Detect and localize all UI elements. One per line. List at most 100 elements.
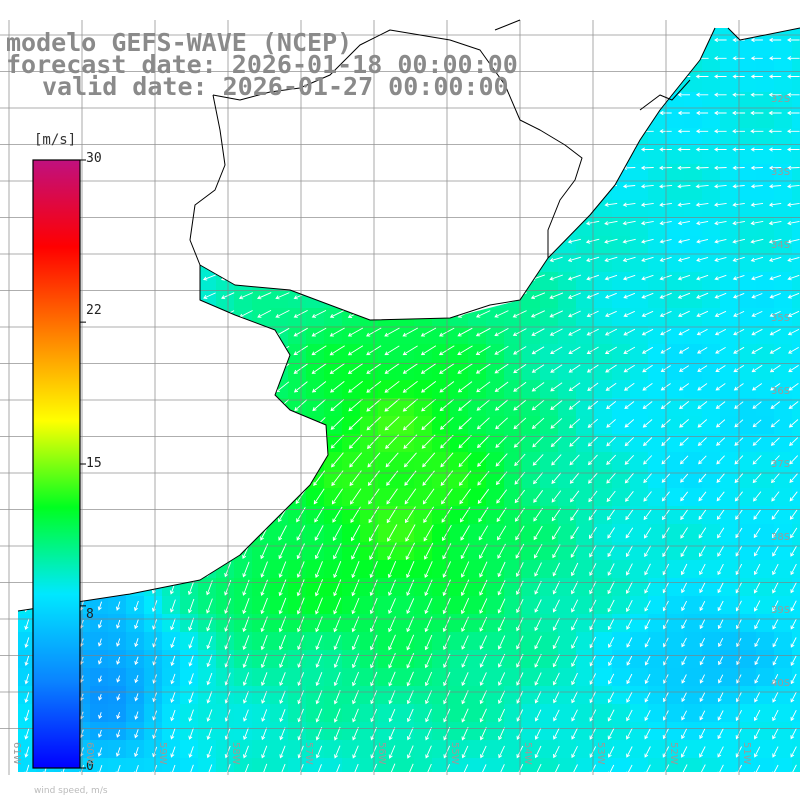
wind-arrow bbox=[402, 274, 418, 281]
wind-cell bbox=[684, 596, 702, 614]
wind-arrow bbox=[257, 309, 272, 318]
wind-cell bbox=[486, 362, 504, 380]
wind-cell bbox=[648, 704, 666, 722]
wind-arrow bbox=[677, 129, 690, 134]
wind-arrow bbox=[115, 526, 122, 540]
wind-arrow bbox=[385, 110, 399, 116]
wind-arrow bbox=[406, 745, 414, 759]
wind-arrow bbox=[184, 165, 198, 170]
wind-cell bbox=[648, 326, 666, 344]
wind-cell bbox=[576, 128, 594, 146]
wind-cell bbox=[576, 776, 594, 794]
wind-cell bbox=[216, 740, 234, 758]
wind-arrow bbox=[458, 399, 472, 411]
wind-arrow bbox=[640, 220, 654, 226]
wind-cell bbox=[540, 92, 558, 110]
wind-cell bbox=[252, 488, 270, 506]
wind-cell bbox=[612, 614, 630, 632]
wind-cell bbox=[414, 290, 432, 308]
wind-arrow bbox=[384, 184, 400, 189]
wind-cell bbox=[144, 686, 162, 704]
wind-arrow bbox=[425, 745, 432, 759]
wind-arrow bbox=[112, 238, 125, 244]
wind-arrow bbox=[311, 292, 327, 300]
wind-cell bbox=[522, 74, 540, 92]
wind-arrow bbox=[604, 274, 618, 281]
wind-cell bbox=[306, 326, 324, 344]
wind-cell bbox=[234, 146, 252, 164]
wind-arrow bbox=[768, 202, 782, 207]
wind-arrow bbox=[696, 292, 709, 299]
wind-cell bbox=[486, 398, 504, 416]
wind-cell bbox=[756, 218, 774, 236]
wind-arrow bbox=[130, 274, 143, 281]
wind-arrow bbox=[623, 382, 635, 391]
wind-cell bbox=[288, 506, 306, 524]
wind-cell bbox=[648, 236, 666, 254]
wind-cell bbox=[216, 686, 234, 704]
wind-arrow bbox=[388, 690, 396, 705]
wind-cell bbox=[270, 110, 288, 128]
wind-arrow bbox=[790, 746, 797, 758]
wind-cell bbox=[648, 596, 666, 614]
wind-cell bbox=[486, 560, 504, 578]
wind-cell bbox=[630, 506, 648, 524]
wind-cell bbox=[720, 506, 738, 524]
wind-arrow bbox=[550, 346, 563, 355]
wind-arrow bbox=[768, 37, 782, 43]
wind-arrow bbox=[604, 147, 618, 152]
wind-cell bbox=[540, 308, 558, 326]
wind-arrow bbox=[23, 509, 31, 521]
wind-cell bbox=[522, 740, 540, 758]
wind-cell bbox=[540, 722, 558, 740]
wind-cell bbox=[468, 722, 486, 740]
wind-cell bbox=[630, 290, 648, 308]
wind-arrow bbox=[697, 383, 708, 391]
wind-arrow bbox=[788, 365, 799, 373]
wind-cell bbox=[612, 362, 630, 380]
wind-arrow bbox=[420, 274, 437, 281]
wind-cell bbox=[648, 650, 666, 668]
wind-cell bbox=[774, 146, 792, 164]
wind-arrow bbox=[24, 709, 30, 722]
wind-arrow bbox=[206, 654, 213, 668]
wind-arrow bbox=[604, 220, 618, 226]
wind-cell bbox=[558, 722, 576, 740]
wind-arrow bbox=[403, 129, 417, 134]
wind-cell bbox=[324, 686, 342, 704]
wind-arrow bbox=[641, 74, 654, 79]
wind-arrow bbox=[116, 729, 121, 738]
wind-cell bbox=[162, 758, 180, 772]
wind-arrow bbox=[460, 525, 470, 541]
wind-arrow bbox=[275, 129, 289, 134]
wind-cell bbox=[270, 362, 288, 380]
wind-cell bbox=[504, 614, 522, 632]
wind-arrow bbox=[626, 764, 633, 772]
wind-cell bbox=[216, 632, 234, 650]
wind-arrow bbox=[550, 436, 562, 448]
wind-cell bbox=[108, 542, 126, 560]
wind-arrow bbox=[129, 202, 143, 207]
wind-cell bbox=[324, 146, 342, 164]
wind-cell bbox=[684, 416, 702, 434]
wind-cell bbox=[378, 452, 396, 470]
wind-arrow bbox=[768, 165, 782, 170]
wind-arrow bbox=[677, 37, 691, 43]
wind-cell bbox=[18, 110, 36, 128]
wind-arrow bbox=[347, 256, 363, 263]
wind-arrow bbox=[134, 711, 139, 720]
wind-cell bbox=[468, 704, 486, 722]
wind-cell bbox=[648, 542, 666, 560]
wind-cell bbox=[540, 362, 558, 380]
wind-cell bbox=[756, 200, 774, 218]
wind-arrow bbox=[420, 309, 437, 318]
wind-arrow bbox=[677, 165, 691, 170]
wind-cell bbox=[576, 38, 594, 56]
wind-arrow bbox=[716, 509, 725, 520]
wind-arrow bbox=[698, 509, 707, 521]
wind-cell bbox=[774, 218, 792, 236]
wind-cell bbox=[720, 560, 738, 578]
wind-cell bbox=[486, 254, 504, 272]
wind-cell bbox=[666, 380, 684, 398]
wind-cell bbox=[216, 344, 234, 362]
